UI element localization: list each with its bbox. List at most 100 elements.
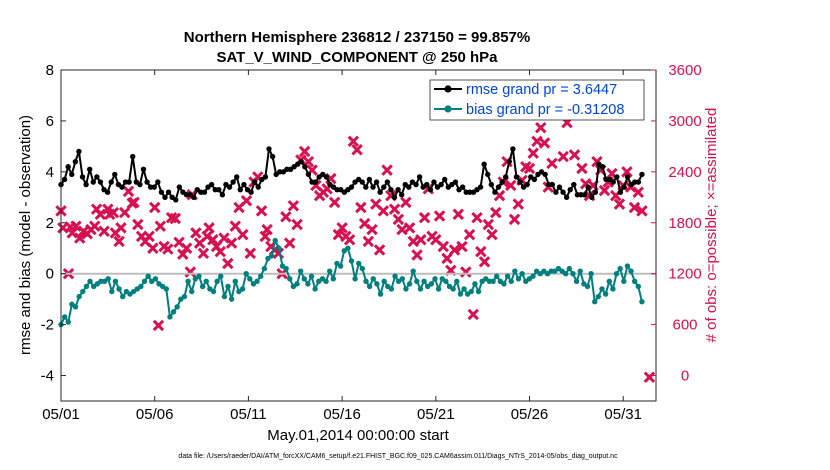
bias-point bbox=[214, 278, 220, 285]
x-tick-label: 05/21 bbox=[417, 406, 455, 423]
obs-marker bbox=[225, 237, 238, 249]
bias-point bbox=[519, 270, 525, 277]
rmse-point bbox=[459, 184, 466, 190]
obs-marker bbox=[74, 232, 86, 244]
obs-marker bbox=[512, 198, 524, 210]
obs-marker-cross bbox=[471, 211, 483, 224]
rmse-point bbox=[251, 179, 258, 185]
bias-point bbox=[530, 273, 536, 279]
obs-marker-cross bbox=[197, 247, 210, 260]
rmse-point bbox=[226, 184, 233, 190]
obs-marker-cross bbox=[441, 252, 453, 265]
bias-point bbox=[577, 268, 583, 274]
rmse-point bbox=[635, 179, 642, 185]
bias-point bbox=[305, 281, 311, 287]
rmse-point bbox=[72, 158, 79, 165]
obs-marker bbox=[118, 206, 131, 219]
bias-point bbox=[504, 273, 511, 279]
obs-marker-cross bbox=[568, 149, 581, 161]
y-left-tick-label: -2 bbox=[41, 317, 54, 334]
bias-point bbox=[403, 286, 409, 292]
obs-marker-cross bbox=[613, 198, 626, 210]
bias-point bbox=[308, 273, 315, 279]
bias-point bbox=[141, 278, 148, 285]
obs-marker bbox=[538, 137, 551, 149]
obs-marker bbox=[388, 203, 401, 215]
bias-point bbox=[221, 293, 228, 300]
x-tick-label: 05/11 bbox=[230, 406, 266, 423]
rmse-point bbox=[549, 181, 555, 188]
obs-marker-cross bbox=[229, 220, 242, 232]
obs-marker bbox=[169, 212, 182, 225]
bias-point bbox=[414, 278, 420, 285]
y-left-tick-label: 0 bbox=[46, 266, 54, 283]
rmse-point bbox=[377, 189, 383, 195]
obs-marker bbox=[343, 234, 356, 246]
obs-marker-cross bbox=[448, 244, 461, 256]
bias-point bbox=[120, 293, 126, 300]
obs-marker bbox=[336, 222, 348, 234]
bias-point bbox=[258, 273, 264, 279]
rmse-point bbox=[190, 194, 197, 201]
obs-marker-cross bbox=[463, 228, 476, 241]
rmse-point bbox=[563, 194, 570, 201]
obs-marker bbox=[508, 213, 521, 226]
obs-marker bbox=[115, 222, 127, 234]
bias-point bbox=[356, 260, 362, 267]
rmse-point bbox=[94, 174, 100, 180]
obs-marker bbox=[66, 227, 78, 239]
bias-point bbox=[588, 270, 594, 277]
obs-marker bbox=[377, 205, 390, 217]
obs-marker bbox=[347, 135, 360, 148]
rmse-point bbox=[302, 164, 308, 170]
obs-marker-cross bbox=[538, 137, 551, 149]
bias-point bbox=[297, 268, 304, 274]
bias-point bbox=[501, 281, 507, 287]
bias-point bbox=[624, 263, 631, 269]
x-tick-label: 05/26 bbox=[511, 406, 549, 423]
bias-point bbox=[457, 291, 464, 297]
bias-point bbox=[417, 286, 424, 292]
obs-marker bbox=[147, 242, 159, 254]
bias-point bbox=[566, 265, 573, 272]
rmse-point bbox=[502, 174, 509, 180]
rmse-point bbox=[406, 184, 412, 190]
obs-marker bbox=[463, 228, 476, 241]
rmse-point bbox=[140, 166, 147, 172]
obs-marker-cross bbox=[152, 319, 165, 332]
rmse-point bbox=[359, 179, 365, 185]
bias-point bbox=[87, 278, 93, 285]
data-file-footnote: data file: /Users/raeder/DAI/ATM_forcXX/… bbox=[178, 453, 618, 460]
bias-point bbox=[72, 304, 79, 310]
obs-marker bbox=[193, 237, 206, 249]
obs-marker bbox=[475, 245, 487, 258]
obs-marker bbox=[535, 121, 547, 134]
obs-marker-cross bbox=[512, 198, 524, 210]
rmse-point bbox=[255, 184, 261, 190]
rmse-point bbox=[366, 176, 373, 183]
y-right-tick-label: 600 bbox=[672, 317, 697, 334]
rmse-point bbox=[363, 184, 369, 190]
obs-marker bbox=[287, 200, 300, 212]
bias-point bbox=[508, 278, 514, 285]
obs-marker-cross bbox=[147, 242, 159, 254]
bias-point bbox=[167, 314, 173, 320]
bias-point bbox=[330, 276, 337, 282]
rmse-point bbox=[506, 158, 512, 165]
obs-marker-cross bbox=[362, 235, 375, 248]
x-axis: 05/01 05/06 05/11 05/16 05/21 05/26 05/31 bbox=[42, 70, 642, 423]
obs-marker-cross bbox=[557, 150, 569, 163]
obs-marker bbox=[197, 247, 210, 260]
obs-marker-cross bbox=[347, 135, 360, 148]
obs-marker-cross bbox=[94, 208, 107, 221]
bias-point bbox=[228, 296, 235, 302]
bias-point bbox=[370, 276, 376, 282]
bias-point bbox=[494, 273, 500, 279]
obs-marker-cross bbox=[237, 228, 249, 241]
bias-point bbox=[388, 286, 395, 292]
rmse-point bbox=[65, 164, 71, 170]
obs-marker bbox=[598, 184, 611, 197]
obs-marker-cross bbox=[244, 247, 257, 260]
obs-marker bbox=[70, 220, 82, 232]
